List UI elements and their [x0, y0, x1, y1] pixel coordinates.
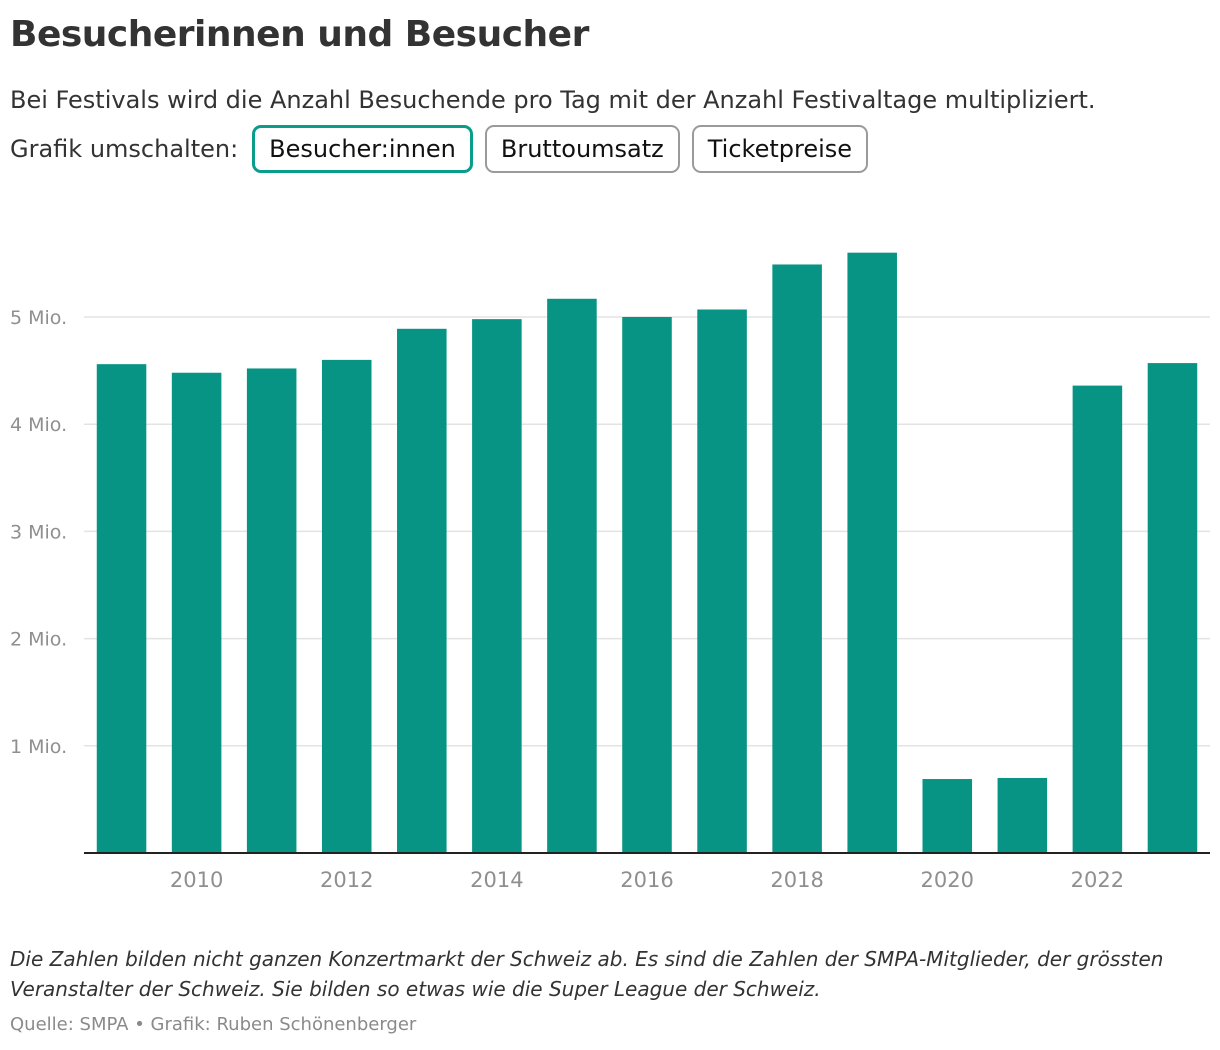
x-tick-label: 2018 [770, 868, 823, 892]
x-tick-label: 2020 [921, 868, 974, 892]
bar-2015 [547, 298, 597, 853]
x-tick-label: 2016 [620, 868, 673, 892]
bar-2022 [1072, 385, 1123, 853]
bar-2023 [1147, 363, 1198, 853]
chart-subtitle: Bei Festivals wird die Anzahl Besuchende… [10, 86, 1096, 114]
chart-toggle-group: Grafik umschalten: Besucher:innen Brutto… [10, 124, 869, 174]
bar-2014 [472, 319, 522, 853]
y-tick-label: 5 Mio. [10, 307, 67, 329]
chart-title: Besucherinnen und Besucher [10, 14, 589, 55]
chart-note: Die Zahlen bilden nicht ganzen Konzertma… [10, 947, 1164, 1001]
bar-2016 [622, 317, 672, 853]
bar-2017 [697, 309, 747, 854]
bar-2019 [847, 252, 897, 853]
toggle-label: Grafik umschalten: [10, 135, 239, 163]
chart-source: Quelle: SMPA • Grafik: Ruben Schönenberg… [10, 1014, 417, 1035]
bar-2012 [321, 359, 372, 853]
bar-2018 [772, 264, 822, 853]
bar-chart: 1 Mio. 2 Mio. 3 Mio. 4 Mio. 5 Mio. 2010 2012 20… [10, 252, 1210, 892]
y-tick-label: 2 Mio. [10, 629, 67, 651]
y-tick-label: 4 Mio. [10, 414, 67, 436]
bar-2020 [922, 779, 973, 853]
bar-2009 [96, 364, 147, 853]
bar-2013 [397, 328, 447, 853]
x-tick-label: 2010 [170, 868, 223, 892]
toggle-revenue-button[interactable]: Bruttoumsatz [484, 125, 680, 173]
x-tick-label: 2022 [1071, 868, 1124, 892]
y-tick-label: 1 Mio. [10, 736, 67, 758]
toggle-ticket-prices-button[interactable]: Ticketpreise [691, 125, 869, 173]
bar-2011 [246, 368, 297, 853]
toggle-visitors-button[interactable]: Besucher:innen [252, 125, 473, 173]
y-tick-label: 3 Mio. [10, 521, 67, 543]
x-tick-label: 2014 [470, 868, 523, 892]
bar-2021 [997, 777, 1048, 853]
bar-2010 [171, 372, 222, 853]
x-tick-label: 2012 [320, 868, 373, 892]
